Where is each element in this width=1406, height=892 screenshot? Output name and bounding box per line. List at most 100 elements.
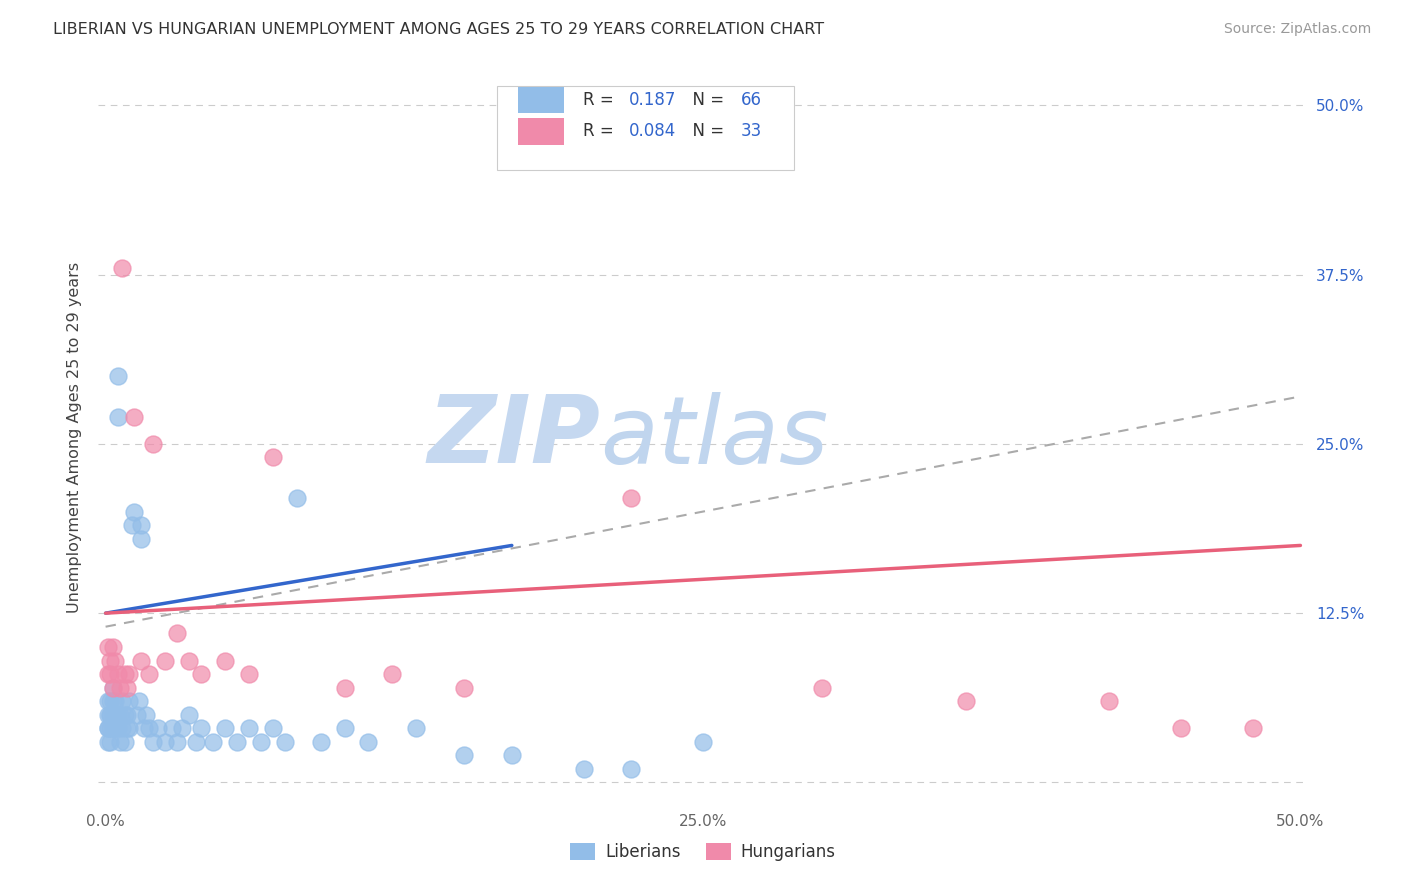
Point — [238, 667, 260, 681]
Point — [955, 694, 977, 708]
Point — [125, 707, 148, 722]
FancyBboxPatch shape — [517, 118, 564, 145]
Text: 0.187: 0.187 — [630, 91, 676, 109]
Text: R =: R = — [583, 91, 619, 109]
Text: LIBERIAN VS HUNGARIAN UNEMPLOYMENT AMONG AGES 25 TO 29 YEARS CORRELATION CHART: LIBERIAN VS HUNGARIAN UNEMPLOYMENT AMONG… — [53, 22, 824, 37]
Point — [104, 707, 127, 722]
Text: 66: 66 — [741, 91, 762, 109]
Point — [101, 681, 124, 695]
Point — [97, 721, 120, 735]
Text: N =: N = — [682, 122, 730, 140]
Point — [135, 707, 157, 722]
Point — [121, 518, 143, 533]
Point — [111, 721, 134, 735]
Point — [333, 681, 356, 695]
Point — [453, 748, 475, 763]
Point — [1241, 721, 1264, 735]
Point — [101, 640, 124, 654]
Point — [128, 694, 150, 708]
Point — [108, 735, 131, 749]
Point — [357, 735, 380, 749]
Legend: Liberians, Hungarians: Liberians, Hungarians — [564, 836, 842, 868]
Point — [501, 748, 523, 763]
Point — [98, 707, 121, 722]
Point — [132, 721, 155, 735]
Point — [453, 681, 475, 695]
Text: atlas: atlas — [600, 392, 828, 483]
Point — [309, 735, 332, 749]
Point — [115, 721, 138, 735]
Point — [162, 721, 184, 735]
Text: 0.084: 0.084 — [630, 122, 676, 140]
Point — [250, 735, 273, 749]
Point — [98, 667, 121, 681]
Point — [98, 721, 121, 735]
Point — [381, 667, 404, 681]
Point — [262, 721, 284, 735]
Point — [166, 626, 188, 640]
Point — [333, 721, 356, 735]
Point — [620, 491, 643, 505]
Point — [97, 640, 120, 654]
Point — [118, 721, 141, 735]
Point — [118, 667, 141, 681]
Point — [202, 735, 225, 749]
Point — [107, 707, 129, 722]
Point — [190, 721, 212, 735]
Point — [138, 721, 160, 735]
Text: N =: N = — [682, 91, 730, 109]
Point — [115, 681, 138, 695]
FancyBboxPatch shape — [517, 87, 564, 113]
Point — [97, 667, 120, 681]
Point — [274, 735, 297, 749]
Point — [122, 505, 145, 519]
Point — [107, 409, 129, 424]
Point — [97, 735, 120, 749]
Point — [166, 735, 188, 749]
Point — [122, 409, 145, 424]
Text: 33: 33 — [741, 122, 762, 140]
Point — [101, 707, 124, 722]
Point — [115, 707, 138, 722]
Point — [98, 654, 121, 668]
Point — [155, 654, 177, 668]
Point — [405, 721, 427, 735]
Text: Source: ZipAtlas.com: Source: ZipAtlas.com — [1223, 22, 1371, 37]
Text: R =: R = — [583, 122, 619, 140]
Point — [1098, 694, 1121, 708]
Point — [98, 694, 121, 708]
Y-axis label: Unemployment Among Ages 25 to 29 years: Unemployment Among Ages 25 to 29 years — [67, 261, 83, 613]
Point — [179, 707, 201, 722]
FancyBboxPatch shape — [498, 86, 793, 170]
Point — [214, 654, 236, 668]
Point — [142, 735, 165, 749]
Point — [692, 735, 714, 749]
Point — [186, 735, 208, 749]
Point — [170, 721, 193, 735]
Point — [114, 667, 136, 681]
Point — [97, 694, 120, 708]
Point — [226, 735, 249, 749]
Point — [114, 735, 136, 749]
Point — [98, 707, 121, 722]
Point — [142, 437, 165, 451]
Point — [111, 260, 134, 275]
Point — [108, 681, 131, 695]
Point — [214, 721, 236, 735]
Point — [107, 369, 129, 384]
Text: ZIP: ZIP — [427, 391, 600, 483]
Point — [98, 735, 121, 749]
Point — [620, 762, 643, 776]
Point — [131, 518, 153, 533]
Point — [108, 707, 131, 722]
Point — [101, 721, 124, 735]
Point — [179, 654, 201, 668]
Point — [101, 681, 124, 695]
Point — [111, 694, 134, 708]
Point — [811, 681, 834, 695]
Point — [107, 721, 129, 735]
Point — [97, 721, 120, 735]
Point — [190, 667, 212, 681]
Point — [138, 667, 160, 681]
Point — [114, 707, 136, 722]
